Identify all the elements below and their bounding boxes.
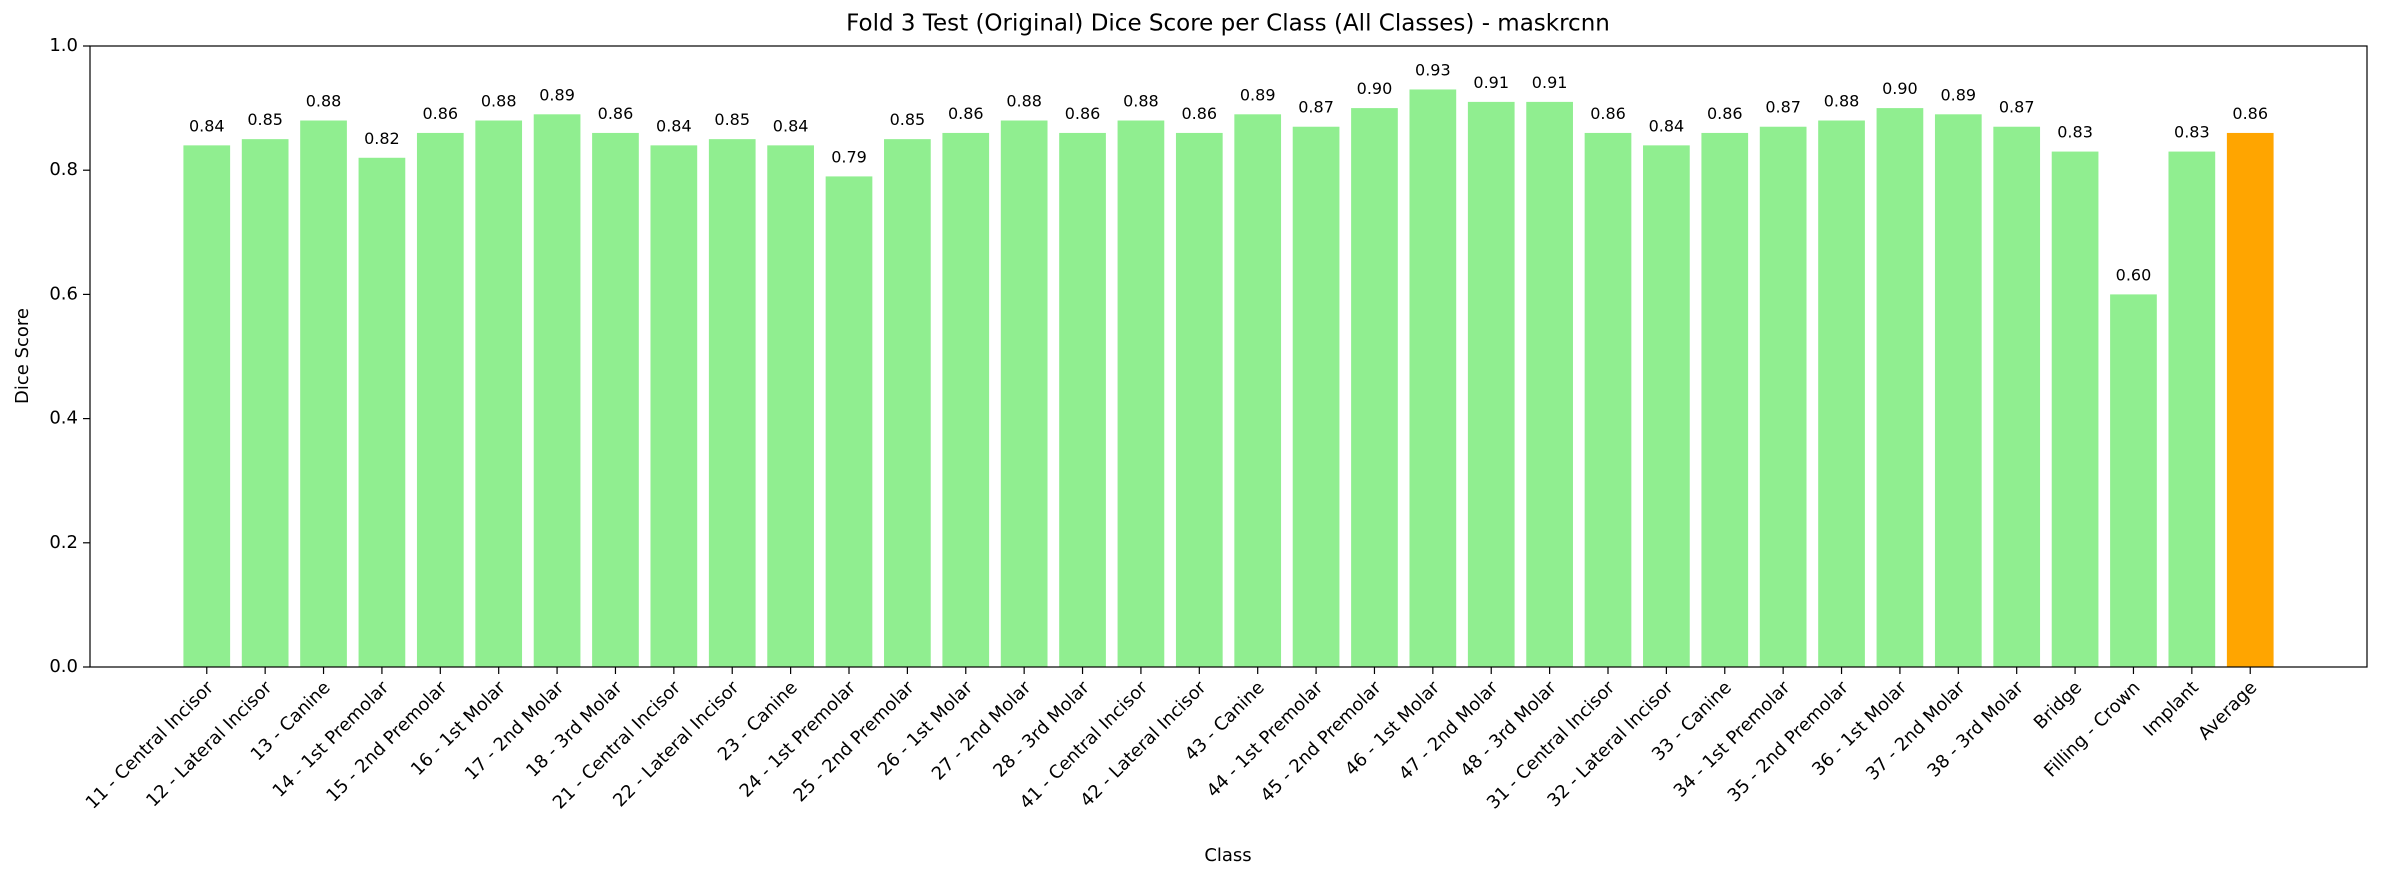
- value-label: 0.84: [773, 116, 809, 135]
- value-label: 0.85: [890, 110, 926, 129]
- value-label: 0.84: [656, 116, 692, 135]
- bar: [183, 145, 231, 668]
- x-tick-label: 37 - 2nd Molar: [1862, 677, 1970, 785]
- bar: [475, 120, 523, 667]
- bar: [767, 145, 814, 668]
- bar: [1818, 120, 1865, 667]
- value-label: 0.60: [2116, 265, 2152, 284]
- y-tick-label: 0.6: [49, 283, 78, 304]
- value-label: 0.88: [1123, 92, 1159, 111]
- value-label: 0.88: [1824, 92, 1860, 111]
- bar: [1584, 132, 1632, 667]
- y-tick-label: 0.2: [49, 532, 78, 553]
- value-label: 0.85: [714, 110, 750, 129]
- bar: [2110, 294, 2157, 667]
- value-label: 0.93: [1415, 60, 1451, 79]
- bar: [1993, 126, 2041, 668]
- value-label: 0.79: [831, 147, 867, 166]
- chart-title: Fold 3 Test (Original) Dice Score per Cl…: [846, 11, 1610, 37]
- value-label: 0.86: [1707, 104, 1743, 123]
- value-label: 0.86: [2232, 104, 2268, 123]
- value-label: 0.86: [1590, 104, 1626, 123]
- bar: [1234, 114, 1282, 667]
- y-tick-label: 0.0: [49, 656, 78, 677]
- value-label: 0.88: [306, 92, 342, 111]
- bar: [300, 120, 347, 667]
- bar: [1643, 145, 1690, 668]
- y-tick-label: 0.8: [49, 159, 78, 180]
- value-label: 0.87: [1298, 98, 1334, 117]
- value-label: 0.89: [539, 85, 575, 104]
- x-tick-label: 17 - 2nd Molar: [461, 677, 569, 785]
- bar: [533, 114, 581, 667]
- bar: [650, 145, 698, 668]
- x-axis-label: Class: [1204, 845, 1251, 866]
- bar: [2051, 151, 2099, 667]
- x-tick-label: Implant: [2139, 677, 2202, 740]
- bar: [2226, 132, 2274, 667]
- y-tick-label: 0.4: [49, 408, 78, 429]
- value-label: 0.89: [1240, 85, 1276, 104]
- bar: [1000, 120, 1048, 667]
- value-label: 0.86: [948, 104, 984, 123]
- bar: [1934, 114, 1982, 667]
- value-label: 0.86: [598, 104, 634, 123]
- bar: [1292, 126, 1340, 668]
- bar: [592, 132, 639, 667]
- bar: [1759, 126, 1807, 668]
- bar: [1876, 108, 1924, 668]
- value-label: 0.84: [189, 116, 225, 135]
- bar: [1526, 101, 1573, 667]
- value-label: 0.86: [422, 104, 458, 123]
- value-label: 0.82: [364, 129, 400, 148]
- x-tick-label: 27 - 2nd Molar: [928, 677, 1036, 785]
- value-label: 0.84: [1649, 116, 1685, 135]
- plot-frame: [89, 45, 2368, 668]
- bar: [1409, 89, 1457, 668]
- bar: [942, 132, 990, 667]
- value-label: 0.89: [1940, 85, 1976, 104]
- bar: [884, 139, 931, 667]
- value-label: 0.91: [1473, 73, 1509, 92]
- bar: [416, 132, 464, 667]
- x-tick-label: 47 - 2nd Molar: [1395, 677, 1503, 785]
- bar: [1351, 108, 1398, 668]
- y-axis-label: Dice Score: [12, 308, 33, 404]
- value-label: 0.85: [247, 110, 283, 129]
- value-label: 0.88: [481, 92, 517, 111]
- value-label: 0.90: [1882, 79, 1918, 98]
- bar: [1059, 132, 1106, 667]
- value-label: 0.88: [1006, 92, 1042, 111]
- value-label: 0.87: [1765, 98, 1801, 117]
- value-label: 0.86: [1181, 104, 1217, 123]
- value-label: 0.91: [1532, 73, 1568, 92]
- bar: [241, 139, 289, 667]
- bar: [1467, 101, 1515, 667]
- bar: [358, 157, 406, 667]
- value-label: 0.83: [2057, 123, 2093, 142]
- x-tick-label: Average: [2194, 677, 2261, 744]
- value-label: 0.86: [1065, 104, 1101, 123]
- value-label: 0.83: [2174, 123, 2210, 142]
- value-label: 0.90: [1357, 79, 1393, 98]
- bar: [825, 176, 873, 667]
- x-tick-label: Bridge: [2030, 677, 2086, 733]
- bar: [1117, 120, 1165, 667]
- bar: [1175, 132, 1223, 667]
- bar: [1701, 132, 1749, 667]
- bar: [2168, 151, 2216, 667]
- value-label: 0.87: [1999, 98, 2035, 117]
- bar: [708, 139, 756, 667]
- y-tick-label: 1.0: [49, 35, 78, 56]
